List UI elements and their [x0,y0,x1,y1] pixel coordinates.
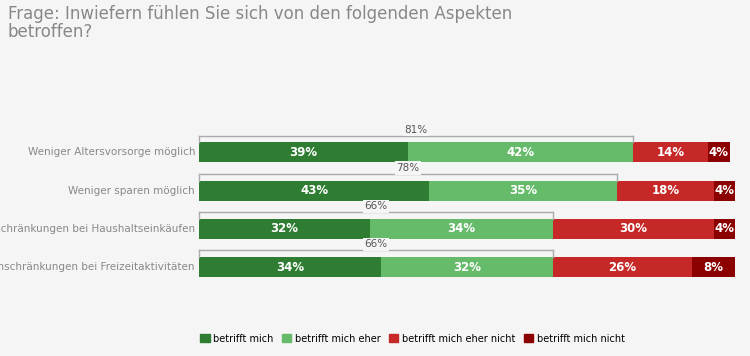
Text: Weniger Altersvorsorge möglich: Weniger Altersvorsorge möglich [28,147,195,157]
Text: 4%: 4% [714,222,734,235]
Bar [429,180,617,200]
Bar [199,180,429,200]
Text: 18%: 18% [651,184,680,197]
Text: betroffen?: betroffen? [8,23,93,41]
Text: 43%: 43% [300,184,328,197]
Text: Einschränkungen bei Haushaltseinkäufen: Einschränkungen bei Haushaltseinkäufen [0,224,195,234]
Bar [408,142,633,162]
Text: Weniger sparen möglich: Weniger sparen möglich [68,185,195,195]
Text: 32%: 32% [453,261,481,273]
Bar [553,257,692,277]
Text: 66%: 66% [364,201,387,211]
Bar [199,257,381,277]
Text: 34%: 34% [276,261,304,273]
Bar [713,219,735,239]
Text: 4%: 4% [714,184,734,197]
Text: 78%: 78% [396,163,419,173]
Bar [199,142,408,162]
Text: Frage: Inwiefern fühlen Sie sich von den folgenden Aspekten: Frage: Inwiefern fühlen Sie sich von den… [8,5,512,23]
Legend: betrifft mich, betrifft mich eher, betrifft mich eher nicht, betrifft mich nicht: betrifft mich, betrifft mich eher, betri… [196,330,629,347]
Bar [617,180,713,200]
Text: 26%: 26% [608,261,637,273]
Text: 30%: 30% [619,222,647,235]
Text: 81%: 81% [404,125,427,135]
Bar [713,180,735,200]
Bar [692,257,735,277]
Bar [199,219,370,239]
Text: 39%: 39% [290,146,317,159]
Bar [708,142,730,162]
Text: 35%: 35% [509,184,537,197]
Bar [381,257,553,277]
Bar [370,219,553,239]
Text: 34%: 34% [448,222,476,235]
Text: 32%: 32% [271,222,298,235]
Bar [633,142,708,162]
Text: Einschränkungen bei Freizeitaktivitäten: Einschränkungen bei Freizeitaktivitäten [0,262,195,272]
Bar [553,219,713,239]
Text: 42%: 42% [506,146,535,159]
Text: 4%: 4% [709,146,729,159]
Text: 14%: 14% [656,146,685,159]
Text: 66%: 66% [364,240,387,250]
Text: 8%: 8% [704,261,724,273]
